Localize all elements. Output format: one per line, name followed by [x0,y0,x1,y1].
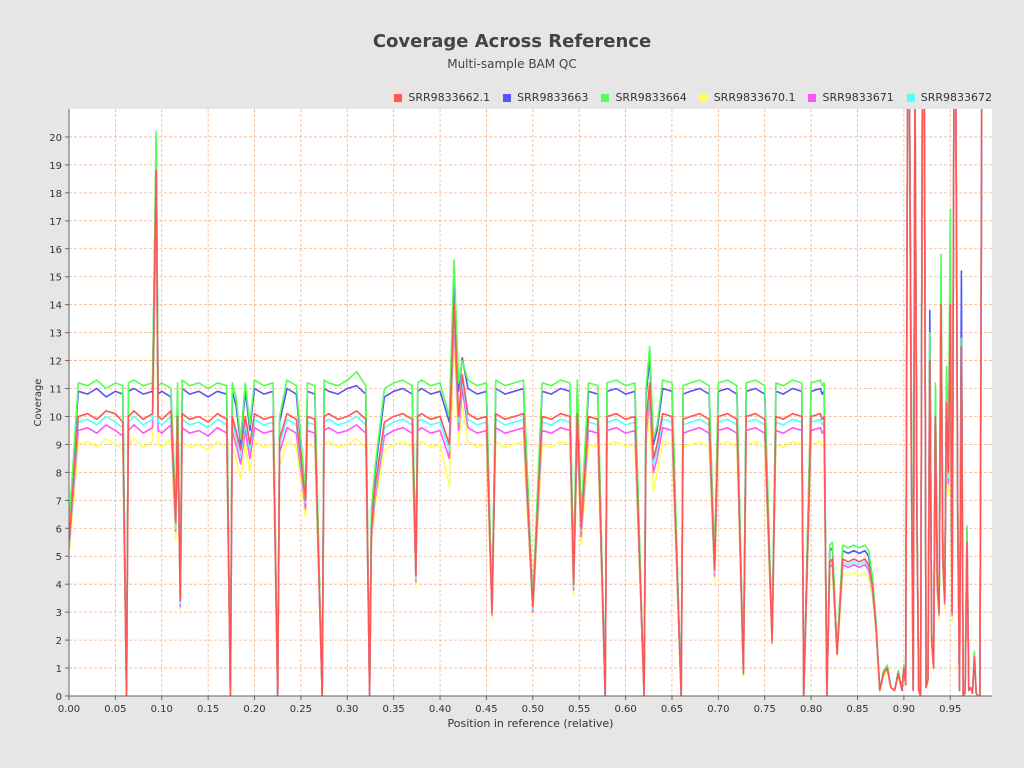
x-tick-label: 0.80 [800,704,822,715]
legend-label: SRR9833671 [822,91,894,104]
x-tick-label: 0.35 [383,704,405,715]
y-tick-label: 2 [56,636,62,647]
x-tick-label: 0.25 [290,704,312,715]
x-tick-label: 0.85 [846,704,868,715]
legend-item: SRR9833672 [906,91,992,104]
x-tick-label: 0.30 [336,704,358,715]
y-tick-label: 9 [56,440,62,451]
x-tick-label: 0.60 [614,704,636,715]
legend-item: SRR9833664 [601,91,687,104]
grid-lines [68,109,992,697]
y-tick-label: 10 [49,412,62,423]
x-tick-label: 0.40 [429,704,451,715]
y-tick-label: 13 [49,329,62,340]
y-tick-label: 1 [56,664,62,675]
y-tick-label: 19 [49,161,62,172]
x-tick-label: 0.05 [104,704,126,715]
y-tick-label: 14 [49,301,62,312]
chart-legend: SRR9833662.1 SRR9833663 SRR9833664 SRR98… [394,91,992,104]
legend-item: SRR9833671 [808,91,894,104]
y-tick-label: 15 [49,273,62,284]
legend-swatch [601,93,610,102]
chart-title: Coverage Across Reference [372,31,652,52]
legend-label: SRR9833664 [615,91,687,104]
y-tick-label: 20 [49,133,62,144]
legend-label: SRR9833663 [517,91,589,104]
legend-swatch [699,93,708,102]
y-tick-label: 16 [49,245,62,256]
legend-swatch [394,93,403,102]
x-tick-label: 0.55 [568,704,590,715]
x-tick-label: 0.45 [475,704,497,715]
y-tick-label: 8 [56,468,62,479]
x-tick-label: 0.75 [754,704,776,715]
x-tick-label: 0.00 [58,704,80,715]
y-tick-label: 5 [56,552,62,563]
y-tick-label: 6 [56,524,62,535]
y-tick-label: 11 [49,385,62,396]
legend-swatch [808,93,817,102]
series-line-SRR9833662.1 [69,109,983,696]
y-tick-label: 7 [56,496,62,507]
x-tick-label: 0.10 [151,704,173,715]
legend-swatch [503,93,512,102]
y-tick-label: 12 [49,357,62,368]
legend-item: SRR9833662.1 [394,91,490,104]
legend-swatch [906,93,915,102]
legend-label: SRR9833662.1 [408,91,491,104]
x-tick-label: 0.95 [939,704,961,715]
x-tick-label: 0.15 [197,704,219,715]
legend-item: SRR9833663 [503,91,588,104]
series-group [69,109,983,696]
plot-area [69,109,992,696]
y-axis-label: Coverage [33,379,44,427]
y-tick-label: 0 [56,692,62,703]
y-tick-label: 3 [56,608,62,619]
y-tick-label: 17 [49,217,62,228]
x-tick-label: 0.65 [661,704,683,715]
legend-label: SRR9833670.1 [713,91,796,104]
legend-item: SRR9833670.1 [699,91,796,104]
x-tick-label: 0.70 [707,704,729,715]
y-tick-label: 4 [56,580,62,591]
chart-subtitle: Multi-sample BAM QC [447,57,577,71]
x-tick-label: 0.50 [522,704,544,715]
x-axis-label: Position in reference (relative) [448,717,614,730]
x-tick-label: 0.20 [243,704,265,715]
x-tick-label: 0.90 [893,704,915,715]
legend-label: SRR9833672 [920,91,992,104]
y-tick-label: 18 [49,189,62,200]
